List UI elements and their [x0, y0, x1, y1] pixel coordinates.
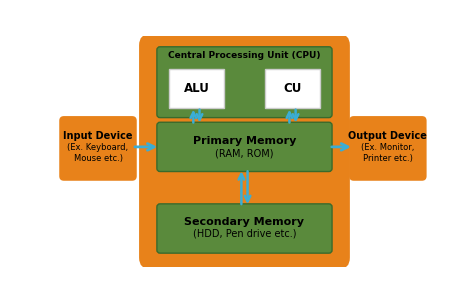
FancyBboxPatch shape	[139, 34, 350, 269]
Text: Primary Memory: Primary Memory	[193, 136, 296, 146]
Text: CU: CU	[283, 82, 302, 95]
Text: Central Processing Unit (CPU): Central Processing Unit (CPU)	[168, 51, 321, 60]
Text: Secondary Memory: Secondary Memory	[184, 217, 304, 227]
Text: (RAM, ROM): (RAM, ROM)	[215, 148, 273, 158]
Text: (Ex. Monitor,
Printer etc.): (Ex. Monitor, Printer etc.)	[361, 143, 415, 163]
FancyBboxPatch shape	[157, 122, 332, 172]
Text: (Ex. Keyboard,
Mouse etc.): (Ex. Keyboard, Mouse etc.)	[67, 143, 128, 163]
FancyBboxPatch shape	[157, 204, 332, 253]
FancyBboxPatch shape	[169, 69, 224, 108]
FancyBboxPatch shape	[157, 47, 332, 118]
Text: Input Device: Input Device	[63, 131, 133, 141]
Text: Output Device: Output Device	[348, 131, 427, 141]
FancyBboxPatch shape	[265, 69, 319, 108]
Text: (HDD, Pen drive etc.): (HDD, Pen drive etc.)	[193, 229, 296, 239]
Text: ALU: ALU	[183, 82, 210, 95]
FancyBboxPatch shape	[59, 116, 137, 181]
FancyBboxPatch shape	[349, 116, 427, 181]
